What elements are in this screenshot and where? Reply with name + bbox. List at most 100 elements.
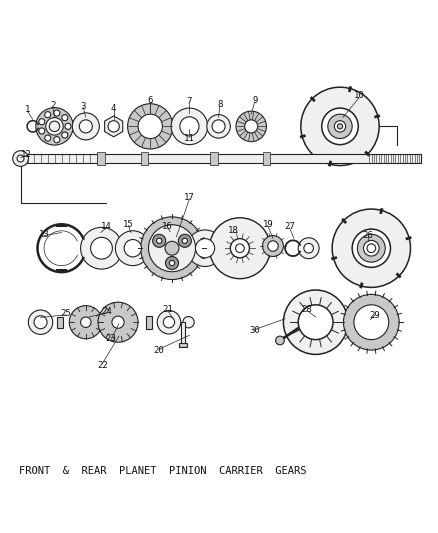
Circle shape — [357, 235, 385, 262]
Circle shape — [298, 305, 333, 340]
FancyBboxPatch shape — [179, 343, 187, 346]
Text: 11: 11 — [184, 134, 195, 143]
Text: 25: 25 — [60, 309, 71, 318]
Circle shape — [171, 108, 208, 144]
Circle shape — [230, 239, 250, 258]
Circle shape — [36, 108, 73, 145]
Circle shape — [343, 294, 399, 350]
Polygon shape — [105, 116, 123, 137]
FancyBboxPatch shape — [262, 152, 270, 165]
Circle shape — [141, 217, 203, 279]
Circle shape — [108, 120, 119, 132]
Circle shape — [354, 305, 389, 340]
Circle shape — [276, 336, 284, 345]
Circle shape — [207, 115, 230, 138]
Circle shape — [45, 135, 51, 141]
Circle shape — [170, 261, 175, 265]
Text: 13: 13 — [39, 230, 49, 239]
Text: 17: 17 — [184, 193, 195, 202]
FancyBboxPatch shape — [141, 152, 148, 165]
Text: 23: 23 — [106, 334, 117, 343]
Text: 20: 20 — [154, 345, 164, 354]
Circle shape — [54, 110, 60, 116]
Circle shape — [187, 230, 223, 266]
FancyBboxPatch shape — [97, 152, 105, 165]
Circle shape — [298, 238, 319, 259]
Text: 16: 16 — [162, 222, 173, 231]
Circle shape — [262, 236, 283, 256]
Text: 19: 19 — [262, 220, 273, 229]
Circle shape — [17, 155, 24, 162]
Circle shape — [328, 114, 352, 139]
Text: 29: 29 — [369, 311, 380, 320]
Circle shape — [138, 114, 162, 139]
Text: 2: 2 — [50, 101, 56, 110]
Circle shape — [236, 111, 266, 142]
Circle shape — [301, 87, 379, 166]
Circle shape — [180, 117, 199, 136]
Circle shape — [195, 239, 215, 258]
Circle shape — [46, 118, 63, 135]
Circle shape — [39, 119, 45, 125]
Circle shape — [54, 136, 60, 143]
Circle shape — [157, 310, 181, 334]
Text: 7: 7 — [187, 98, 192, 107]
Text: 10: 10 — [354, 91, 364, 100]
Circle shape — [245, 120, 258, 133]
Circle shape — [112, 316, 124, 328]
Text: 1: 1 — [25, 106, 30, 114]
Circle shape — [98, 302, 138, 342]
FancyBboxPatch shape — [57, 317, 63, 328]
Circle shape — [283, 290, 348, 354]
Circle shape — [322, 108, 358, 144]
FancyBboxPatch shape — [210, 152, 218, 165]
Circle shape — [367, 244, 376, 253]
Circle shape — [334, 120, 346, 132]
Circle shape — [364, 240, 379, 256]
Text: 9: 9 — [252, 96, 258, 105]
Circle shape — [166, 256, 179, 270]
Text: 24: 24 — [101, 307, 112, 316]
Circle shape — [332, 209, 410, 287]
Circle shape — [49, 121, 60, 132]
Text: 21: 21 — [162, 305, 173, 313]
Circle shape — [209, 218, 270, 279]
Circle shape — [62, 115, 68, 121]
FancyBboxPatch shape — [21, 154, 421, 163]
Text: 4: 4 — [111, 103, 117, 112]
Circle shape — [236, 244, 244, 253]
Circle shape — [28, 310, 53, 334]
Circle shape — [62, 132, 68, 138]
Circle shape — [337, 124, 343, 129]
Circle shape — [156, 238, 162, 244]
Text: 22: 22 — [97, 361, 108, 370]
Circle shape — [91, 237, 113, 259]
Circle shape — [79, 120, 92, 133]
Circle shape — [183, 317, 194, 328]
Text: 8: 8 — [217, 100, 223, 109]
Text: 6: 6 — [148, 96, 153, 105]
Circle shape — [268, 241, 278, 251]
Text: 26: 26 — [363, 231, 373, 240]
Circle shape — [116, 231, 150, 265]
FancyBboxPatch shape — [146, 316, 152, 329]
Circle shape — [163, 317, 175, 328]
Circle shape — [65, 123, 71, 130]
Circle shape — [352, 229, 391, 268]
Circle shape — [124, 239, 141, 257]
FancyBboxPatch shape — [181, 322, 185, 345]
Circle shape — [212, 120, 225, 133]
Circle shape — [81, 228, 122, 269]
Circle shape — [178, 235, 191, 247]
Text: 3: 3 — [81, 102, 86, 111]
Circle shape — [39, 128, 45, 134]
Text: 14: 14 — [101, 222, 112, 231]
Circle shape — [45, 111, 51, 118]
Circle shape — [153, 235, 166, 247]
Text: 30: 30 — [249, 326, 260, 335]
Text: 18: 18 — [228, 227, 238, 235]
Circle shape — [182, 238, 187, 244]
Circle shape — [34, 316, 47, 329]
Text: 12: 12 — [21, 150, 32, 159]
Circle shape — [72, 113, 99, 140]
